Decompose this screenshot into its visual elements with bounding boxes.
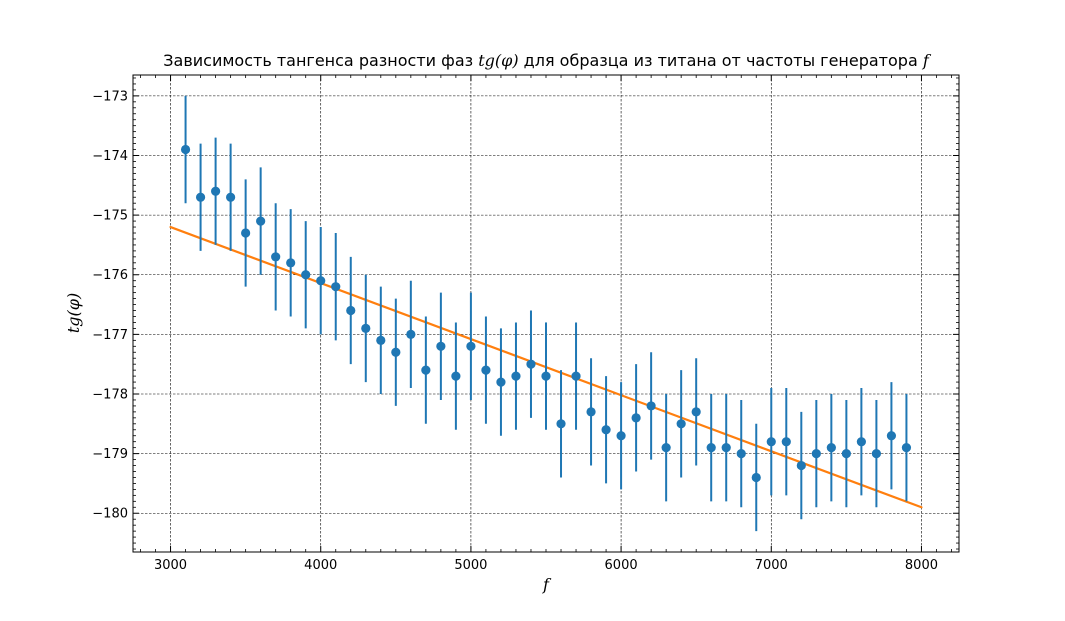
data-point [346,305,356,316]
x-tick-label: 4000 [304,558,337,573]
data-point [271,252,281,262]
data-point [721,443,731,453]
data-point [811,449,821,459]
data-point [496,377,506,387]
data-point [466,341,476,351]
y-tick-label: −175 [92,209,128,224]
data-point [736,449,746,459]
data-point [331,282,341,292]
data-point [751,472,761,483]
y-tick-label: −174 [92,149,128,164]
data-point [376,335,386,345]
data-point [856,437,866,447]
data-point [841,449,851,459]
data-point [586,407,596,417]
y-tick-label: −180 [92,507,128,522]
x-tick-label: 3000 [154,558,187,573]
data-point [541,371,551,381]
data-point [391,347,401,357]
data-point [226,192,236,202]
grid [133,75,959,552]
data-point [601,425,611,435]
y-axis-label: tg(φ) [64,293,83,333]
data-point [796,460,806,471]
data-point [361,323,371,334]
data-point [421,365,431,375]
data-point [481,365,491,375]
data-point [556,419,566,429]
data-point [826,443,836,453]
data-point [211,186,221,196]
y-tick-label: −179 [92,447,128,462]
data-point [616,431,626,441]
x-tick-label: 7000 [755,558,788,573]
data-point [451,371,461,381]
data-point [256,216,266,226]
data-point [436,341,446,351]
data-points-layer [180,95,912,532]
data-point [180,144,191,155]
y-tick-label: −178 [92,387,128,402]
y-tick-label: −176 [92,268,128,283]
y-tick-label: −177 [92,328,128,343]
data-point [691,407,701,417]
axis-ticks: 3000 4000 5000 6000 7000 8000 −180 −179 −178 −177… [92,75,959,573]
data-point [195,192,206,202]
data-point [646,401,656,411]
chart-title: Зависимость тангенса разности фаз tg(φ) … [163,51,932,70]
data-point [286,258,296,268]
x-tick-label: 8000 [905,558,938,573]
data-point [241,228,251,238]
plot-background [133,75,959,552]
x-tick-label: 6000 [605,558,638,573]
data-point [316,276,326,286]
data-point [511,371,521,381]
data-point [301,270,311,280]
data-point [886,431,897,441]
data-point [631,413,641,423]
data-point [571,371,581,381]
data-point [781,437,791,447]
data-point [676,419,686,429]
x-axis-label: f [542,575,552,594]
data-point [526,359,536,369]
data-point [766,437,776,447]
data-point [706,443,716,453]
y-tick-label: −173 [92,89,128,104]
data-point [661,443,671,453]
data-point [871,449,882,459]
x-tick-label: 5000 [454,558,487,573]
data-point [901,443,912,453]
data-point [406,329,416,339]
